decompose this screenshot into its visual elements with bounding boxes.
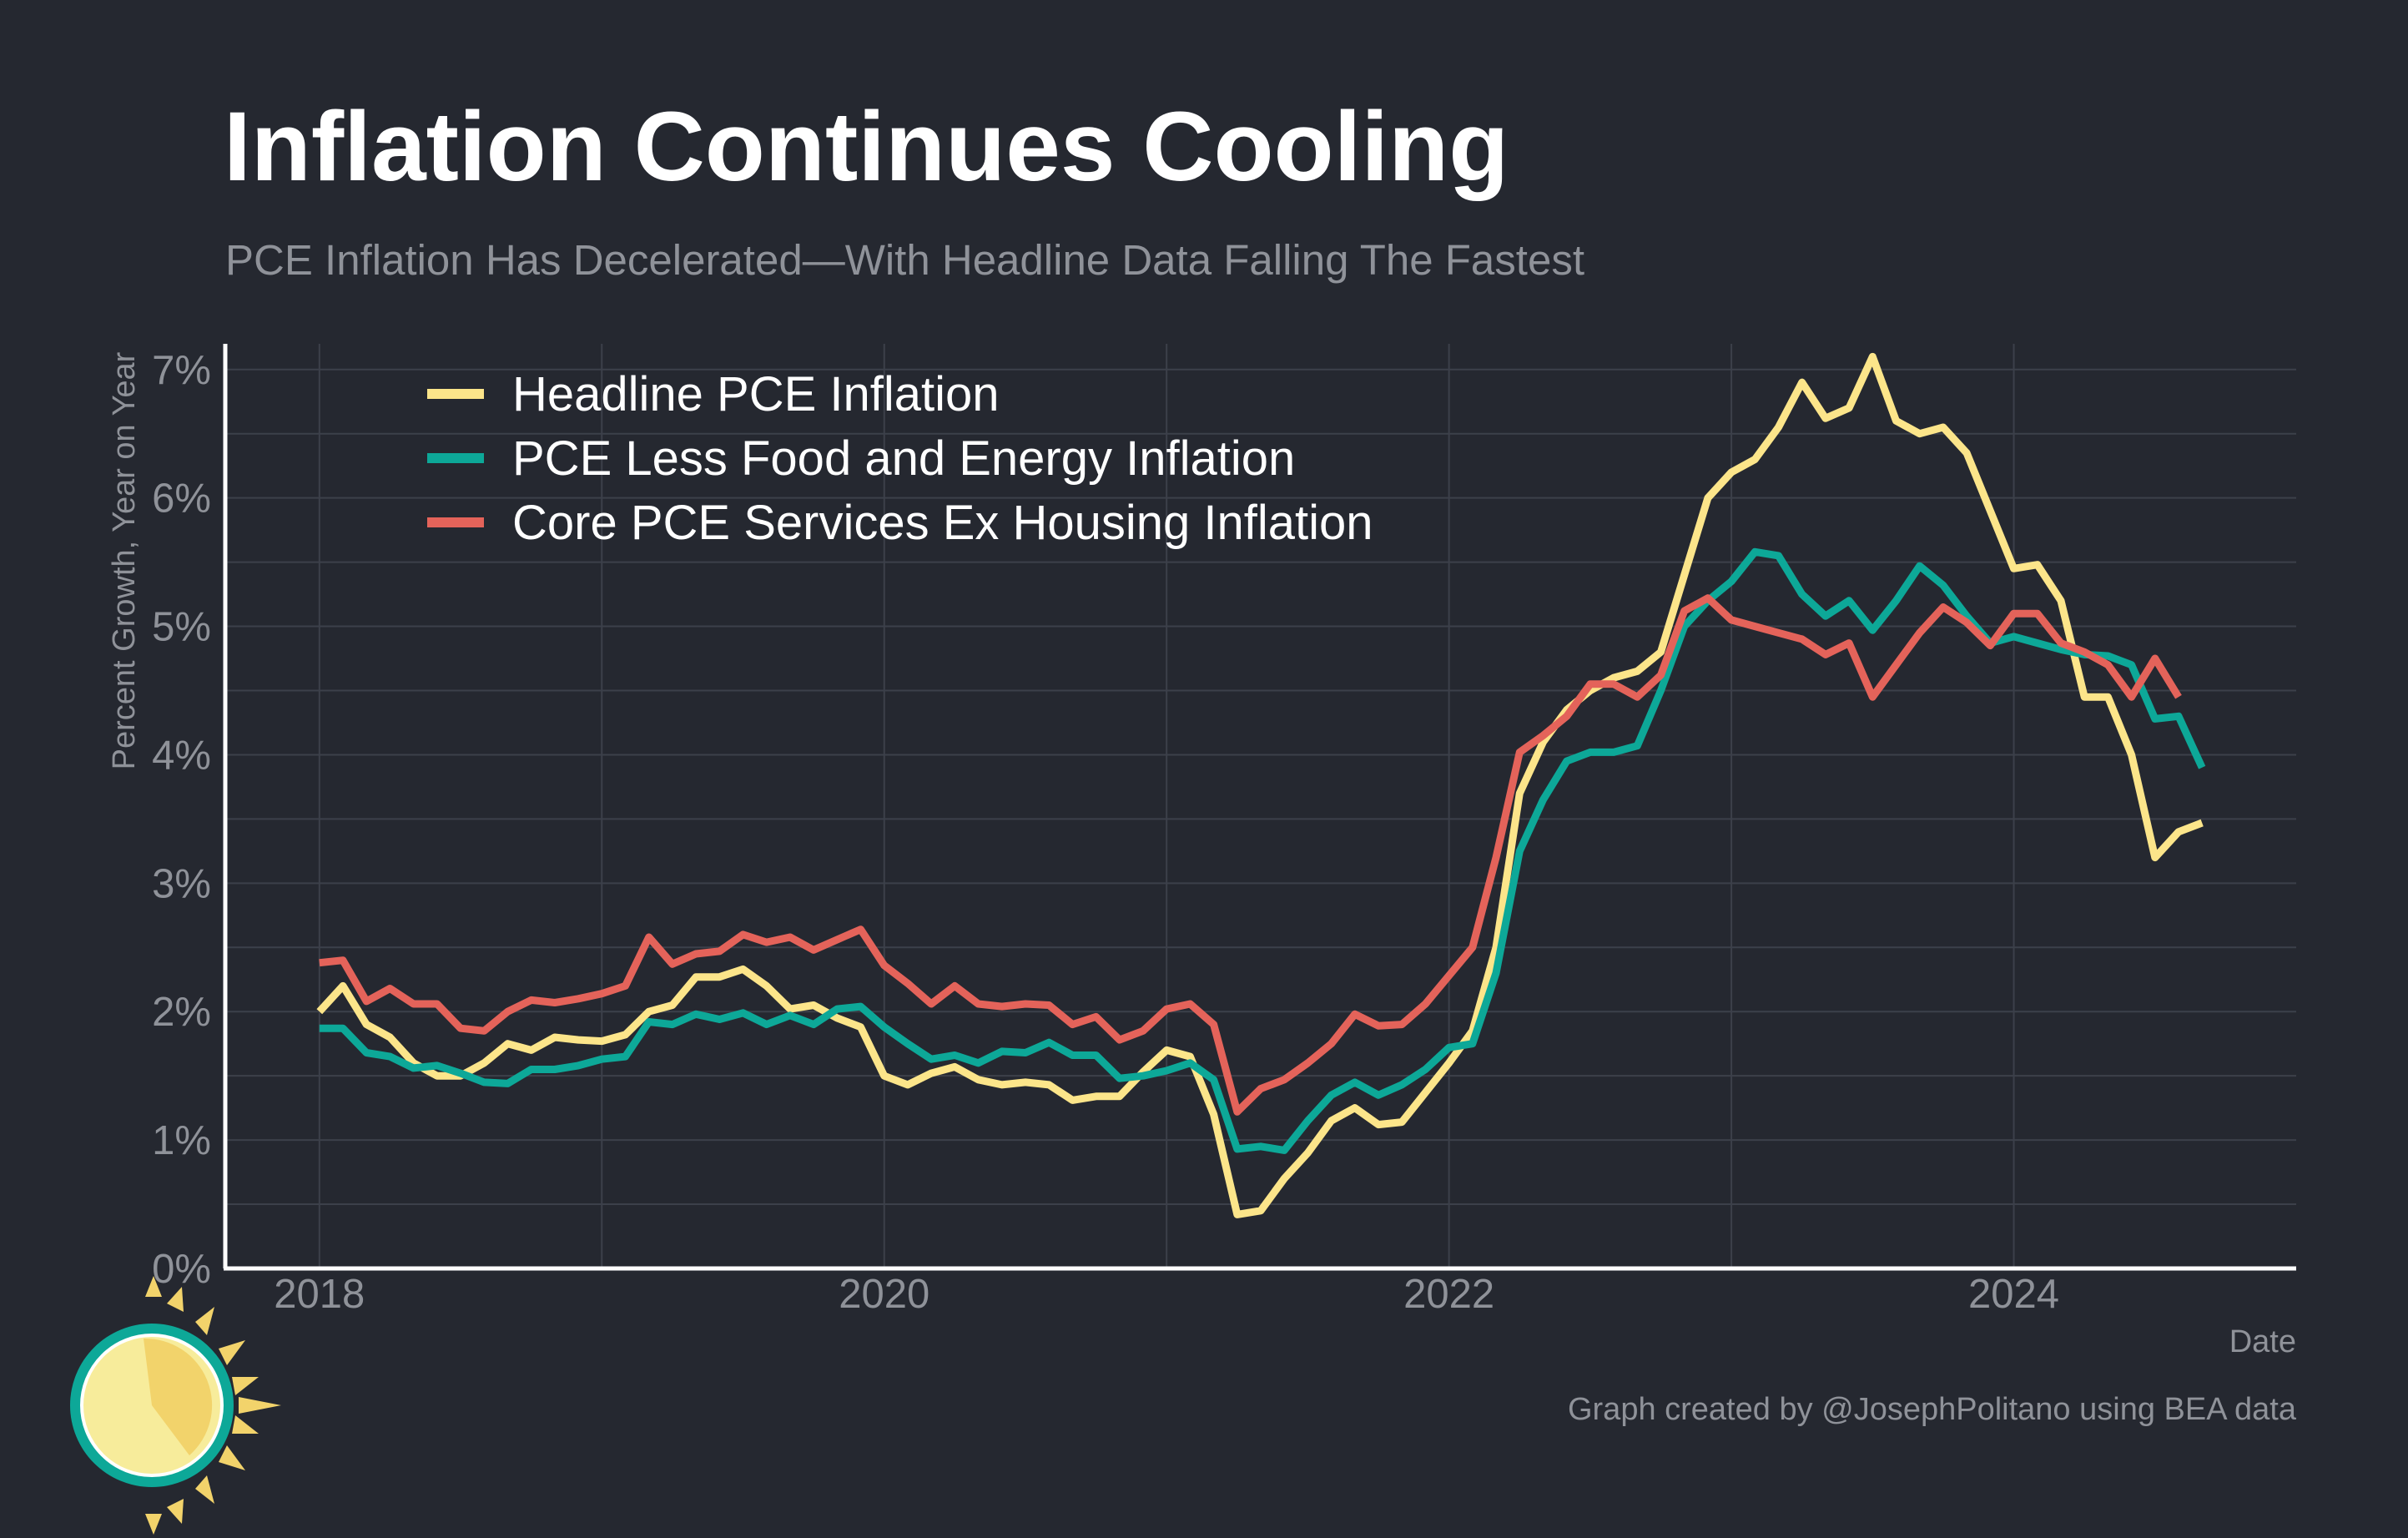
axes [223, 344, 2296, 1271]
legend-label-core: PCE Less Food and Energy Inflation [512, 431, 1295, 486]
y-tick-label: 5% [152, 605, 211, 650]
series-line-1 [316, 352, 2204, 1218]
legend-label-headline: Headline PCE Inflation [512, 367, 1000, 421]
x-tick-label: 2022 [1403, 1272, 1494, 1317]
y-tick-label: 7% [152, 348, 211, 393]
x-tick-label: 2018 [274, 1272, 365, 1317]
x-tick-label: 2024 [1968, 1272, 2059, 1317]
y-tick-label: 3% [152, 861, 211, 906]
chart-title: Inflation Continues Cooling [224, 92, 1509, 202]
sun-logo-icon [70, 1276, 281, 1535]
y-tick-label: 2% [152, 990, 211, 1035]
y-tick-label: 6% [152, 477, 211, 522]
y-tick-label: 4% [152, 733, 211, 778]
series-line-3 [319, 594, 2182, 1116]
series-lines [316, 352, 2206, 1218]
y-tick-label: 1% [152, 1118, 211, 1163]
x-axis-title: Date [2229, 1324, 2296, 1359]
y-axis-title: Percent Growth, Year on Year [107, 351, 142, 769]
series-line-2 [319, 547, 2206, 1154]
grid-lines [225, 344, 2296, 1268]
tick-labels: 0% 1% 2% 3% 4% 5% 6% 7% 2018 2020 2022 2024 [152, 348, 2059, 1317]
legend-label-services: Core PCE Services Ex Housing Inflation [512, 496, 1373, 550]
chart-subtitle: PCE Inflation Has Decelerated—With Headl… [225, 236, 1584, 284]
legend: Headline PCE Inflation PCE Less Food and… [427, 367, 1373, 550]
x-tick-label: 2020 [839, 1272, 929, 1317]
credit-caption: Graph created by @JosephPolitano using B… [1568, 1392, 2297, 1427]
y-tick-label: 0% [152, 1247, 211, 1292]
